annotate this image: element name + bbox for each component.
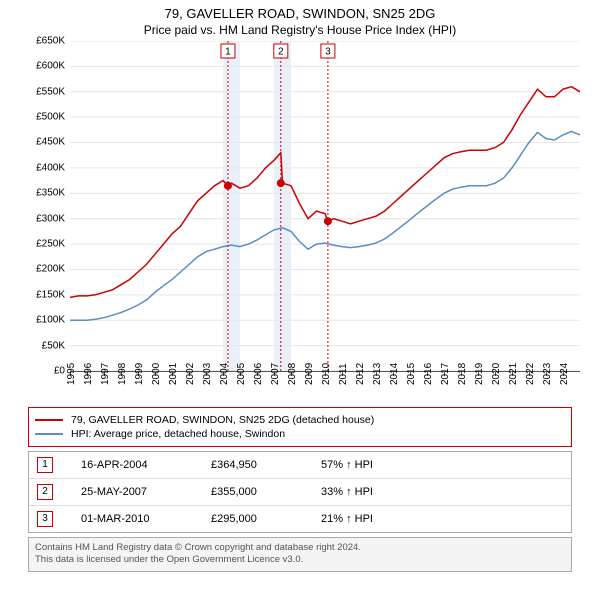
x-tick-label: 2024 bbox=[559, 363, 583, 385]
svg-text:3: 3 bbox=[325, 47, 331, 58]
chart-container: 79, GAVELLER ROAD, SWINDON, SN25 2DG Pri… bbox=[0, 0, 600, 590]
legend-label: HPI: Average price, detached house, Swin… bbox=[71, 428, 285, 440]
sale-marker: 2 bbox=[37, 484, 53, 500]
legend-swatch bbox=[35, 433, 63, 435]
y-tick-label: £450K bbox=[20, 137, 65, 148]
y-tick-label: £250K bbox=[20, 238, 65, 249]
y-tick-label: £150K bbox=[20, 289, 65, 300]
y-tick-label: £400K bbox=[20, 162, 65, 173]
legend-swatch bbox=[35, 419, 63, 421]
sale-marker: 3 bbox=[37, 511, 53, 527]
svg-text:1: 1 bbox=[225, 47, 231, 58]
sale-delta: 57% ↑ HPI bbox=[321, 459, 563, 471]
legend-row: HPI: Average price, detached house, Swin… bbox=[35, 428, 565, 440]
sale-date: 25-MAY-2007 bbox=[81, 486, 211, 498]
sale-date: 16-APR-2004 bbox=[81, 459, 211, 471]
y-tick-label: £100K bbox=[20, 315, 65, 326]
sale-price: £364,950 bbox=[211, 459, 321, 471]
plot-area: 1 2 3 bbox=[70, 41, 580, 372]
chart-subtitle: Price paid vs. HM Land Registry's House … bbox=[0, 23, 600, 41]
chart-title: 79, GAVELLER ROAD, SWINDON, SN25 2DG bbox=[0, 0, 600, 23]
y-tick-label: £300K bbox=[20, 213, 65, 224]
sales-table: 1 16-APR-2004£364,95057% ↑ HPI 2 25-MAY-200… bbox=[28, 451, 572, 533]
legend-label: 79, GAVELLER ROAD, SWINDON, SN25 2DG (de… bbox=[71, 414, 374, 426]
y-tick-label: £500K bbox=[20, 112, 65, 123]
chart-area: 1 2 3 £0 £50K £100K £150K £200K £250K £300K £350K… bbox=[20, 41, 580, 401]
footer-line-2: This data is licensed under the Open Gov… bbox=[35, 554, 565, 566]
sale-price: £355,000 bbox=[211, 486, 321, 498]
sale-date: 01-MAR-2010 bbox=[81, 513, 211, 525]
footer-line-1: Contains HM Land Registry data © Crown c… bbox=[35, 542, 565, 554]
sales-row: 3 01-MAR-2010£295,00021% ↑ HPI bbox=[29, 506, 571, 532]
svg-text:2: 2 bbox=[278, 47, 284, 58]
sale-price: £295,000 bbox=[211, 513, 321, 525]
y-tick-label: £550K bbox=[20, 86, 65, 97]
plot-svg: 1 2 3 bbox=[70, 41, 580, 371]
y-tick-label: £50K bbox=[20, 340, 65, 351]
sale-delta: 21% ↑ HPI bbox=[321, 513, 563, 525]
sale-delta: 33% ↑ HPI bbox=[321, 486, 563, 498]
y-tick-label: £0 bbox=[20, 365, 65, 376]
y-tick-label: £650K bbox=[20, 35, 65, 46]
legend: 79, GAVELLER ROAD, SWINDON, SN25 2DG (de… bbox=[28, 407, 572, 447]
y-tick-label: £350K bbox=[20, 188, 65, 199]
y-tick-label: £200K bbox=[20, 264, 65, 275]
sales-row: 2 25-MAY-2007£355,00033% ↑ HPI bbox=[29, 479, 571, 506]
y-tick-label: £600K bbox=[20, 61, 65, 72]
sales-row: 1 16-APR-2004£364,95057% ↑ HPI bbox=[29, 452, 571, 479]
attribution-footer: Contains HM Land Registry data © Crown c… bbox=[28, 537, 572, 572]
legend-row: 79, GAVELLER ROAD, SWINDON, SN25 2DG (de… bbox=[35, 414, 565, 426]
sale-marker: 1 bbox=[37, 457, 53, 473]
